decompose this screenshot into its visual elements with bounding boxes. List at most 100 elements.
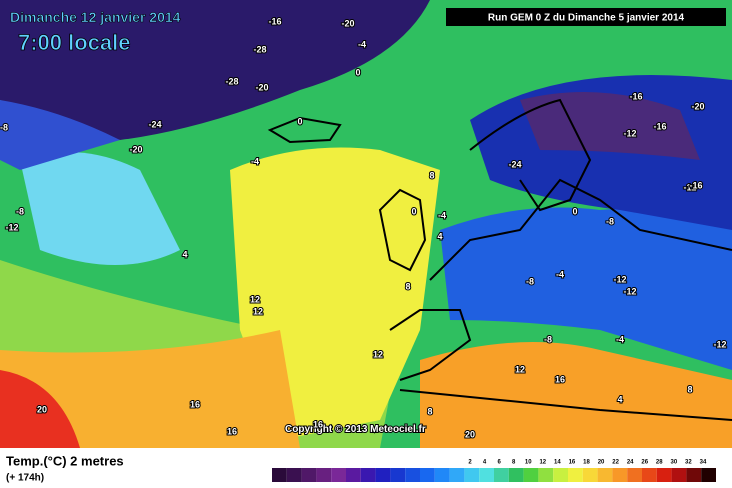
legend-title: Temp.(°C) 2 metres — [6, 453, 124, 468]
scale-label: 18 — [583, 460, 590, 466]
color-swatch — [331, 468, 346, 482]
color-swatch — [434, 468, 450, 482]
contour-label: -4 — [358, 39, 366, 49]
color-swatch — [597, 468, 613, 482]
contour-label: -20 — [341, 18, 354, 28]
scale-label: 14 — [554, 460, 561, 466]
copyright: Copyright © 2013 Meteociel.fr — [285, 424, 426, 435]
color-swatch — [479, 468, 494, 482]
color-swatch — [375, 468, 391, 482]
contour-label: 8 — [687, 384, 692, 394]
contour-label: -8 — [0, 122, 8, 132]
contour-label: -20 — [129, 144, 142, 154]
color-swatch — [449, 468, 465, 482]
scale-label: 20 — [598, 460, 605, 466]
color-swatch — [316, 468, 332, 482]
contour-label: -28 — [253, 44, 266, 54]
color-swatch — [346, 468, 361, 482]
color-swatch — [272, 468, 287, 482]
color-swatch — [538, 468, 554, 482]
contour-label: 8 — [405, 281, 410, 291]
contour-label: 0 — [572, 206, 577, 216]
contour-label: 4 — [437, 231, 442, 241]
contour-label: -28 — [225, 76, 238, 86]
color-swatch — [301, 468, 317, 482]
contour-label: 12 — [253, 306, 263, 316]
zone-europe-cold — [440, 200, 732, 370]
contour-label: 0 — [355, 67, 360, 77]
color-swatch — [553, 468, 568, 482]
date: Dimanche 12 janvier 2014 — [10, 9, 181, 25]
zone-orange — [0, 330, 300, 448]
color-swatch — [582, 468, 598, 482]
coastlines — [267, 98, 732, 421]
contour-label: -16 — [653, 121, 666, 131]
contour-label: -16 — [689, 180, 702, 190]
color-swatch — [671, 468, 687, 482]
color-swatch — [360, 468, 376, 482]
scale-label: 22 — [612, 460, 619, 466]
contour-label: -4 — [616, 334, 624, 344]
time: 7:00 locale — [18, 30, 131, 55]
scale-label: 16 — [569, 460, 576, 466]
scale-label: 24 — [627, 460, 634, 466]
color-swatch — [627, 468, 642, 482]
scale-label: 6 — [497, 460, 501, 466]
contour-label: -24 — [148, 119, 161, 129]
contour-label: 0 — [297, 116, 302, 126]
contour-label: -4 — [438, 210, 446, 220]
scale-label: 30 — [670, 460, 677, 466]
contour-label: -8 — [606, 216, 614, 226]
legend-lead: (+ 174h) — [6, 473, 44, 484]
contour-label: -16 — [268, 16, 281, 26]
color-swatch — [390, 468, 406, 482]
contour-label: -24 — [508, 159, 521, 169]
zone-red — [0, 370, 80, 448]
contour-label: 12 — [515, 364, 525, 374]
contour-label: -8 — [544, 334, 552, 344]
color-swatch — [523, 468, 539, 482]
scale-label: 32 — [685, 460, 692, 466]
color-swatch — [405, 468, 420, 482]
zone-labrador — [20, 152, 180, 265]
contour-label: -8 — [526, 276, 534, 286]
contour-label: -12 — [623, 128, 636, 138]
contour-label: 8 — [429, 170, 434, 180]
contour-label: -4 — [251, 156, 259, 166]
color-swatch — [612, 468, 628, 482]
color-swatch — [568, 468, 583, 482]
contour-label: -20 — [691, 101, 704, 111]
contour-label: -12 — [5, 222, 18, 232]
contour-label: -4 — [556, 269, 564, 279]
contour-label: -16 — [629, 91, 642, 101]
color-swatch — [701, 468, 716, 482]
color-swatch — [464, 468, 480, 482]
contour-label: -20 — [255, 82, 268, 92]
contour-label: -12 — [613, 274, 626, 284]
scale-label: 8 — [512, 460, 516, 466]
contour-label: -8 — [16, 206, 24, 216]
coast-iberia — [389, 309, 472, 381]
scale-label: 28 — [656, 460, 663, 466]
color-swatch — [686, 468, 702, 482]
contour-label: 16 — [555, 374, 565, 384]
contour-label: -12 — [623, 286, 636, 296]
color-swatch — [286, 468, 302, 482]
contour-label: 4 — [617, 394, 622, 404]
color-swatch — [420, 468, 435, 482]
contour-label: 20 — [465, 429, 475, 439]
coast-europe — [429, 178, 732, 281]
run-info: Run GEM 0 Z du Dimanche 5 janvier 2014 — [488, 13, 685, 24]
contour-label: 16 — [190, 399, 200, 409]
color-swatch — [494, 468, 509, 482]
coast-iceland — [267, 116, 342, 144]
color-swatch — [508, 468, 524, 482]
contour-label: 12 — [250, 294, 260, 304]
contour-label: -12 — [713, 339, 726, 349]
zone-greenland — [0, 0, 430, 140]
coast-africa — [399, 389, 732, 421]
zone-baffin — [0, 100, 120, 170]
scale-label: 2 — [468, 460, 472, 466]
contour-label: 0 — [411, 206, 416, 216]
